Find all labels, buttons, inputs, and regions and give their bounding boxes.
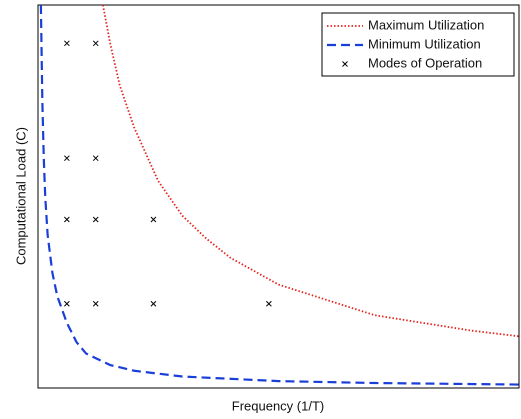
y-axis-label: Computational Load (C) — [13, 127, 28, 265]
marker — [92, 40, 99, 47]
line — [39, 4, 520, 386]
legend-box — [321, 12, 515, 77]
plot-frame — [37, 4, 520, 389]
legend-label: Minimum Utilization — [368, 36, 481, 51]
legend-label: Maximum Utilization — [368, 17, 484, 32]
marker — [150, 216, 157, 223]
x-axis-label: Frequency (1/T) — [232, 398, 324, 413]
marker — [64, 40, 70, 47]
legend-label: Modes of Operation — [368, 55, 482, 70]
marker — [92, 216, 99, 223]
legend-swatch — [342, 61, 348, 67]
marker — [64, 216, 70, 223]
marker — [92, 155, 99, 162]
marker — [64, 155, 70, 162]
marker — [92, 300, 99, 307]
marker — [150, 300, 157, 307]
marker — [64, 300, 70, 307]
marker — [266, 300, 272, 307]
